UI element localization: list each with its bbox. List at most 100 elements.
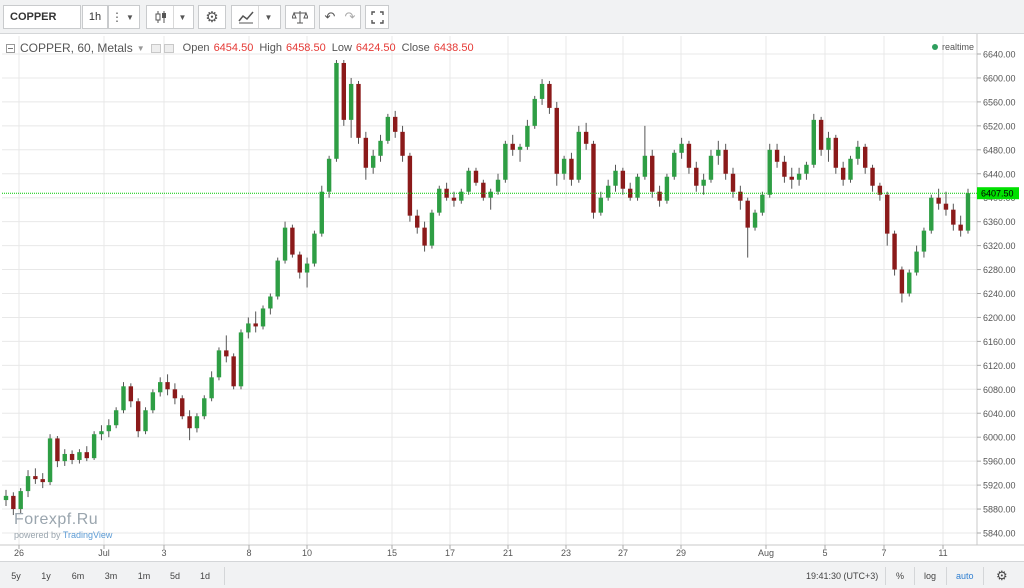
chart-style-button[interactable]: ▼ (146, 5, 194, 29)
legend-title[interactable]: COPPER, 60, Metals (20, 41, 133, 55)
candle (400, 125, 405, 162)
candle-body (789, 176, 794, 180)
candle-body (290, 227, 295, 255)
redo-icon[interactable]: ↷ (344, 9, 356, 24)
x-tick-label: 10 (302, 548, 312, 558)
candle (503, 140, 508, 183)
clock-time[interactable]: 19:41:30 (UTC+3) (806, 571, 879, 581)
settings-button[interactable]: ⚙ (198, 5, 226, 29)
bars-menu-icon: ⋮ (111, 10, 123, 24)
x-tick-label: 21 (503, 548, 513, 558)
collapse-legend-icon[interactable] (6, 43, 15, 53)
interval-button[interactable]: 1h (82, 5, 108, 29)
candle (694, 161, 699, 192)
candle (539, 79, 545, 105)
divider (885, 567, 886, 585)
y-tick-label: 5880.00 (983, 505, 1016, 515)
divider (914, 567, 915, 585)
candle-body (268, 296, 273, 309)
series-settings-icon[interactable] (163, 43, 174, 53)
candle (84, 446, 89, 462)
candle-body (730, 173, 736, 192)
range-3m[interactable]: 3m (104, 571, 118, 581)
candle (224, 335, 229, 363)
candle-body (503, 143, 508, 180)
range-1y[interactable]: 1y (41, 571, 51, 581)
candle-body (99, 431, 104, 435)
candle-body (613, 170, 618, 186)
candle (708, 149, 714, 183)
candle (885, 191, 890, 246)
candle (55, 436, 60, 468)
provider-link[interactable]: TradingView (62, 530, 113, 540)
candle-body (576, 131, 581, 180)
candle (547, 80, 552, 114)
candle (583, 122, 589, 150)
candle-body (642, 155, 648, 177)
interval-dropdown[interactable]: ⋮ ▼ (108, 5, 140, 29)
candle (422, 221, 427, 252)
y-tick-label: 6080.00 (983, 385, 1016, 395)
candle (202, 395, 207, 420)
y-tick-label: 6640.00 (983, 50, 1016, 60)
candle (826, 131, 831, 162)
symbol-input[interactable]: COPPER (3, 5, 81, 29)
percent-toggle[interactable]: % (896, 571, 905, 581)
undo-redo-group: ↶ ↷ (319, 5, 361, 29)
candle-body (158, 382, 163, 393)
candle-body (583, 131, 589, 144)
watermark-brand: Forexpf.Ru (14, 511, 99, 528)
candle-body (752, 212, 758, 228)
candle (789, 167, 794, 189)
candle-body (77, 452, 82, 460)
auto-toggle[interactable]: auto (956, 571, 974, 581)
candle-body (650, 155, 655, 192)
price-chart[interactable]: 5840.00 5880.00 5920.00 5960.00 6000.00 6040.… (0, 34, 1024, 558)
candle-body (929, 197, 934, 231)
candle (892, 230, 897, 276)
x-tick-label: 3 (161, 548, 166, 558)
x-tick-label: 11 (938, 548, 947, 558)
x-tick-label: 23 (561, 548, 571, 558)
candle (407, 152, 413, 222)
compare-button[interactable] (285, 5, 315, 29)
indicators-button[interactable]: ▼ (231, 5, 281, 29)
candle-body (91, 434, 97, 459)
candle-body (826, 137, 831, 150)
hide-series-icon[interactable] (150, 43, 161, 53)
candle-body (415, 215, 420, 228)
log-toggle[interactable]: log (924, 571, 937, 581)
chevron-down-icon[interactable]: ▼ (136, 43, 145, 53)
compare-icon (288, 6, 312, 28)
range-5y[interactable]: 5y (11, 571, 21, 581)
candle (106, 419, 112, 438)
powered-by-text: powered by (14, 530, 61, 540)
y-tick-label: 6280.00 (983, 265, 1016, 275)
watermark-powered: powered by TradingView (14, 530, 112, 540)
candle (848, 155, 853, 183)
candle-body (143, 410, 148, 432)
candle-body (591, 143, 596, 213)
range-1m[interactable]: 1m (137, 571, 151, 581)
chart-legend: COPPER, 60, Metals ▼ Open 6454.50 High 645… (6, 41, 474, 55)
candle (782, 155, 787, 183)
candle-body (319, 191, 324, 234)
candle (326, 155, 332, 198)
undo-icon[interactable]: ↶ (324, 9, 336, 24)
candle-body (664, 176, 670, 201)
dropdown-caret-icon: ▼ (126, 12, 134, 22)
range-6m[interactable]: 6m (71, 571, 85, 581)
y-tick-label: 5920.00 (983, 481, 1016, 491)
candle (99, 425, 104, 441)
gear-icon[interactable]: ⚙ (996, 568, 1008, 583)
candle (899, 266, 905, 303)
candle (466, 167, 471, 195)
candle (929, 194, 934, 234)
fullscreen-button[interactable] (365, 5, 389, 29)
candle-body (121, 386, 126, 411)
candle (451, 191, 457, 207)
range-5d[interactable]: 5d (169, 571, 180, 581)
realtime-indicator: realtime (932, 42, 974, 52)
range-1d[interactable]: 1d (199, 571, 210, 581)
candle-body (172, 389, 178, 399)
